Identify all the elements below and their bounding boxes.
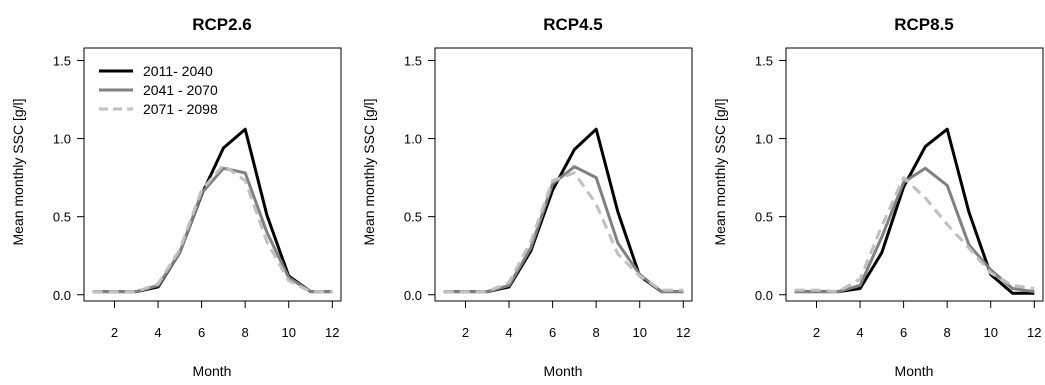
- y-tick-label: 1.0: [53, 132, 71, 147]
- y-tick-label: 0.5: [404, 210, 422, 225]
- y-tick-label: 1.0: [404, 132, 422, 147]
- y-tick-label: 1.0: [755, 132, 773, 147]
- y-axis-label: Mean monthly SSC [g/l]: [712, 98, 728, 245]
- series-line-2071-2098: [92, 163, 333, 294]
- x-tick-label: 2: [462, 325, 469, 340]
- x-axis-label: Month: [193, 363, 232, 379]
- legend-label-2071-2098: 2071 - 2098: [143, 101, 218, 117]
- marks: 2 4 6 8 10 12 0.0 0.5 1.0 1.5: [53, 53, 340, 340]
- panel-title: RCP2.6: [192, 15, 252, 34]
- x-tick-label: 12: [1027, 325, 1041, 340]
- x-tick-label: 4: [856, 325, 863, 340]
- x-tick-label: 8: [593, 325, 600, 340]
- legend: 2011- 2040 2041 - 2070 2071 - 2098: [99, 63, 218, 117]
- y-tick-label: 1.5: [755, 53, 773, 68]
- panel-rcp85: RCP8.5 Month Mean monthly SSC [g/l] 2 4 6 8…: [712, 15, 1044, 379]
- x-tick-label: 4: [505, 325, 512, 340]
- series-line-2041-2070: [443, 165, 684, 294]
- x-tick-label: 6: [549, 325, 556, 340]
- x-tick-label: 8: [944, 325, 951, 340]
- x-tick-label: 12: [676, 325, 690, 340]
- y-axis-label: Mean monthly SSC [g/l]: [361, 98, 377, 245]
- y-tick-label: 1.5: [53, 53, 71, 68]
- x-tick-label: 2: [813, 325, 820, 340]
- series-line-2071-2098: [794, 176, 1035, 294]
- x-axis-label: Month: [544, 363, 583, 379]
- legend-label-2041-2070: 2041 - 2070: [143, 82, 218, 98]
- y-tick-label: 0.5: [53, 210, 71, 225]
- x-tick-label: 8: [242, 325, 249, 340]
- marks: 2 4 6 8 10 12 0.0 0.5 1.0 1.5: [404, 53, 691, 340]
- x-tick-label: 6: [198, 325, 205, 340]
- plot-frame: [83, 47, 342, 302]
- series-line-2041-2070: [92, 166, 333, 294]
- panel-rcp45: RCP4.5 Month Mean monthly SSC [g/l] 2 4 6 8…: [361, 15, 693, 379]
- y-tick-label: 0.5: [755, 210, 773, 225]
- x-tick-label: 10: [632, 325, 646, 340]
- panel-rcp26: RCP2.6 Month Mean monthly SSC [g/l] 2 4 6 8…: [10, 15, 342, 379]
- x-tick-label: 10: [281, 325, 295, 340]
- marks: 2 4 6 8 10 12 0.0 0.5 1.0 1.5: [755, 53, 1042, 340]
- series-line-2011-2040: [794, 127, 1035, 295]
- plot-frame: [434, 47, 693, 302]
- series-line-2011-2040: [443, 127, 684, 294]
- x-tick-label: 4: [154, 325, 161, 340]
- series-line-2011-2040: [92, 127, 333, 294]
- legend-label-2011-2040: 2011- 2040: [143, 63, 213, 79]
- panel-title: RCP8.5: [894, 15, 954, 34]
- y-tick-label: 0.0: [755, 288, 773, 303]
- y-tick-label: 0.0: [404, 288, 422, 303]
- plot-frame: [785, 47, 1044, 302]
- x-tick-label: 12: [325, 325, 339, 340]
- x-axis-label: Month: [895, 363, 934, 379]
- y-axis-label: Mean monthly SSC [g/l]: [10, 98, 26, 245]
- x-tick-label: 2: [111, 325, 118, 340]
- x-tick-label: 10: [983, 325, 997, 340]
- y-tick-label: 0.0: [53, 288, 71, 303]
- y-tick-label: 1.5: [404, 53, 422, 68]
- panel-title: RCP4.5: [543, 15, 603, 34]
- x-tick-label: 6: [900, 325, 907, 340]
- series-line-2071-2098: [443, 171, 684, 294]
